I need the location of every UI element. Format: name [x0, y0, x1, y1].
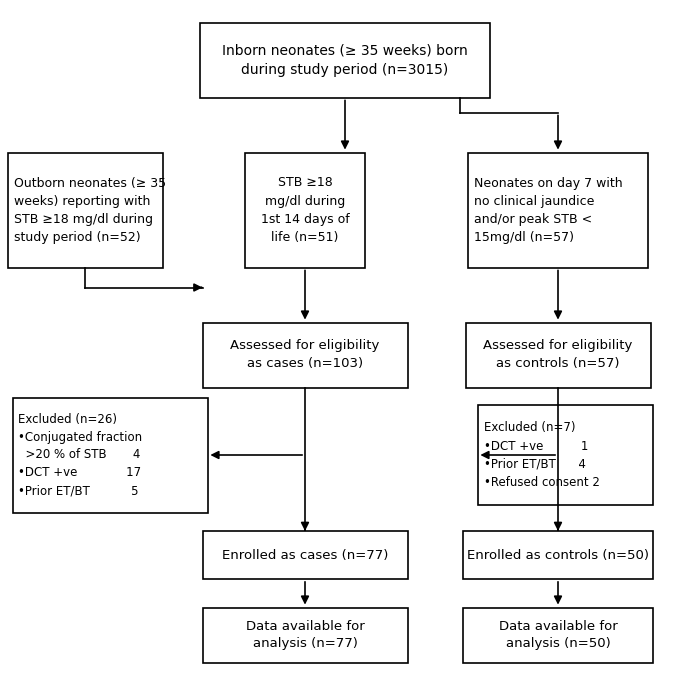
Text: Inborn neonates (≥ 35 weeks) born
during study period (n=3015): Inborn neonates (≥ 35 weeks) born during…: [222, 43, 468, 77]
Bar: [466, 322, 651, 388]
Bar: [200, 22, 490, 98]
Bar: [8, 153, 163, 267]
Text: STB ≥18
mg/dl during
1st 14 days of
life (n=51): STB ≥18 mg/dl during 1st 14 days of life…: [261, 176, 349, 244]
Text: Excluded (n=7)
•DCT +ve          1
•Prior ET/BT      4
•Refused consent 2: Excluded (n=7) •DCT +ve 1 •Prior ET/BT 4…: [484, 421, 600, 489]
Text: Assessed for eligibility
as cases (n=103): Assessed for eligibility as cases (n=103…: [230, 339, 380, 371]
Bar: [202, 608, 408, 662]
Bar: [12, 398, 208, 513]
Bar: [463, 608, 653, 662]
Text: Excluded (n=26)
•Conjugated fraction
  >20 % of STB       4
•DCT +ve            : Excluded (n=26) •Conjugated fraction >20…: [19, 413, 143, 497]
Bar: [202, 531, 408, 579]
Bar: [245, 153, 365, 267]
Text: Outborn neonates (≥ 35
weeks) reporting with
STB ≥18 mg/dl during
study period (: Outborn neonates (≥ 35 weeks) reporting …: [14, 176, 166, 244]
Text: Assessed for eligibility
as controls (n=57): Assessed for eligibility as controls (n=…: [483, 339, 633, 371]
Bar: [468, 153, 648, 267]
Text: Data available for
analysis (n=50): Data available for analysis (n=50): [499, 620, 618, 651]
Text: Neonates on day 7 with
no clinical jaundice
and/or peak STB <
15mg/dl (n=57): Neonates on day 7 with no clinical jaund…: [474, 176, 622, 244]
Bar: [202, 322, 408, 388]
Text: Enrolled as controls (n=50): Enrolled as controls (n=50): [467, 548, 649, 561]
Text: Data available for
analysis (n=77): Data available for analysis (n=77): [246, 620, 364, 651]
Bar: [477, 405, 653, 505]
Text: Enrolled as cases (n=77): Enrolled as cases (n=77): [221, 548, 388, 561]
Bar: [463, 531, 653, 579]
